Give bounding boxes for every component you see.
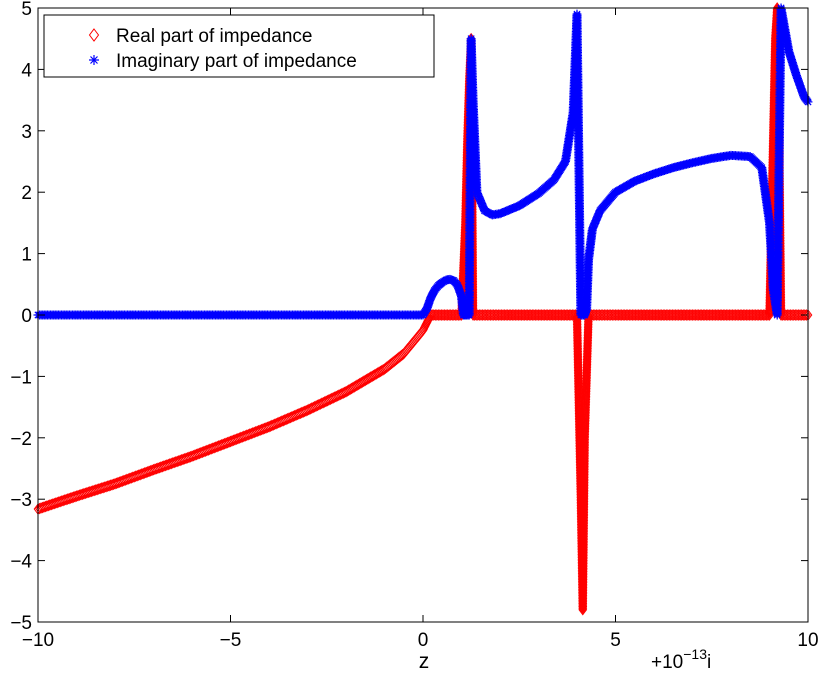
real-point [802, 309, 811, 321]
plot-area [33, 2, 813, 616]
x-tick-label: 5 [610, 630, 621, 651]
legend: Real part of impedance Imaginary part of … [43, 14, 435, 78]
legend-asterisk-marker [89, 55, 99, 65]
y-tick-label: 1 [21, 245, 32, 266]
legend-box [43, 14, 435, 78]
x-offset-exponent: −13 [683, 646, 707, 662]
y-tick-label: −4 [10, 552, 32, 573]
legend-entry: Real part of impedance [88, 26, 312, 47]
series-imaginary [33, 3, 813, 320]
x-tick-label: 0 [418, 630, 429, 651]
legend-label: Imaginary part of impedance [116, 51, 357, 72]
y-tick-label: 0 [21, 306, 32, 327]
y-tick-label: 5 [21, 0, 32, 20]
y-tick-label: −2 [10, 429, 32, 450]
x-tick-label: 10 [797, 630, 818, 651]
x-offset-label: +10−13i [651, 646, 711, 673]
x-tick-label: −5 [220, 630, 242, 651]
y-tick-label: 4 [21, 60, 32, 81]
y-tick-label: −1 [10, 367, 32, 388]
real-point [800, 309, 810, 321]
y-tick-label: 3 [21, 122, 32, 143]
legend-label: Real part of impedance [116, 26, 312, 47]
x-offset-suffix: i [707, 652, 711, 673]
y-tick-label: 2 [21, 183, 32, 204]
legend-diamond-marker [88, 28, 100, 42]
x-offset-prefix: +10 [651, 652, 683, 673]
y-tick-label: −3 [10, 490, 32, 511]
legend-entry: Imaginary part of impedance [89, 51, 357, 72]
x-tick-label: −10 [22, 630, 54, 651]
y-tick-label: −5 [10, 613, 32, 634]
x-axis-label: z [419, 650, 430, 673]
